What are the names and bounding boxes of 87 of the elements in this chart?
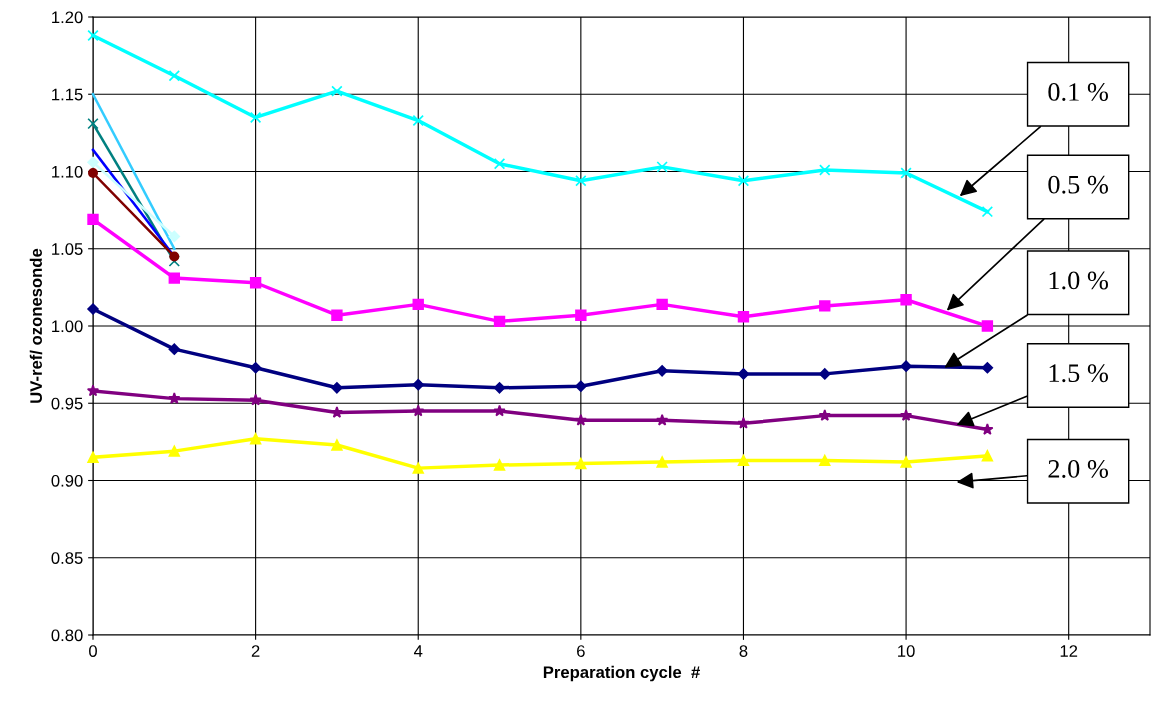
- point: [656, 298, 668, 311]
- point: [574, 413, 587, 426]
- point: [900, 360, 912, 372]
- point: [656, 161, 668, 173]
- point: [412, 404, 425, 417]
- point: [493, 158, 506, 170]
- point: [249, 393, 262, 406]
- point: [981, 205, 994, 218]
- point: [575, 175, 587, 187]
- point: [412, 378, 424, 391]
- point: [900, 294, 912, 306]
- point: [575, 380, 587, 393]
- point: [656, 365, 668, 377]
- y-tick-label: 0.95: [51, 397, 83, 410]
- annotation: 0.1 %: [1048, 83, 1109, 101]
- point: [819, 368, 831, 380]
- y-tick-label: 1.00: [52, 320, 83, 333]
- point: [331, 382, 343, 394]
- point: [168, 392, 181, 404]
- point: [737, 175, 750, 187]
- point: [900, 167, 912, 179]
- point: [819, 300, 831, 312]
- point: [168, 272, 181, 284]
- point: [168, 70, 181, 82]
- point: [900, 456, 912, 468]
- x-axis-title: Preparation cycle #: [543, 665, 700, 682]
- annotation: 2.0 %: [1048, 460, 1109, 478]
- x-tick-label: 6: [577, 645, 585, 657]
- y-tick-label: 1.10: [52, 165, 83, 178]
- point: [249, 277, 262, 289]
- point: [331, 85, 343, 97]
- point: [168, 445, 181, 457]
- y-tick-label: 1.15: [52, 88, 83, 101]
- x-tick-label: 2: [251, 645, 260, 657]
- point: [981, 320, 994, 332]
- y-tick-label: 0.80: [51, 629, 83, 642]
- y-tick-label: 0.90: [51, 474, 83, 487]
- point: [981, 361, 994, 374]
- x-tick-label: 0: [89, 645, 97, 657]
- x-tick-label: 4: [413, 645, 423, 657]
- y-axis-title: UV-ref/ ozonesonde: [29, 248, 43, 403]
- point: [86, 384, 100, 397]
- point: [656, 413, 669, 426]
- point: [737, 416, 750, 429]
- point: [493, 404, 506, 417]
- point: [981, 450, 994, 462]
- point: [87, 168, 99, 179]
- x-tick-label: 8: [739, 645, 748, 657]
- point: [168, 343, 181, 355]
- point: [169, 251, 180, 262]
- point: [87, 213, 99, 226]
- point: [493, 382, 506, 394]
- annotation: 0.5 %: [1048, 175, 1109, 194]
- point: [819, 164, 831, 176]
- point: [575, 457, 587, 470]
- point: [87, 117, 99, 130]
- point: [575, 309, 587, 321]
- x-tick-label: 10: [898, 645, 915, 657]
- point: [737, 311, 750, 323]
- point: [249, 111, 262, 124]
- point: [656, 456, 668, 468]
- point: [87, 303, 99, 315]
- point: [87, 29, 99, 42]
- point: [412, 114, 424, 127]
- point: [493, 459, 506, 471]
- y-tick-label: 0.85: [51, 552, 83, 564]
- x-tick-label: 12: [1060, 645, 1078, 657]
- point: [819, 454, 831, 467]
- y-tick-label: 1.20: [52, 11, 83, 24]
- point: [493, 315, 506, 328]
- point: [331, 309, 343, 321]
- point: [87, 156, 99, 168]
- y-tick-label: 1.05: [52, 243, 83, 255]
- point: [87, 451, 99, 464]
- point: [818, 409, 831, 421]
- point: [412, 298, 424, 311]
- point: [168, 230, 181, 243]
- annotation: 1.5 %: [1049, 364, 1109, 383]
- point: [412, 462, 424, 474]
- annotation: 1.0 %: [1049, 271, 1109, 290]
- point: [249, 361, 262, 374]
- point: [330, 406, 344, 418]
- point: [899, 409, 913, 421]
- point: [331, 439, 343, 451]
- point: [737, 454, 750, 467]
- point: [249, 433, 262, 445]
- point: [737, 368, 750, 380]
